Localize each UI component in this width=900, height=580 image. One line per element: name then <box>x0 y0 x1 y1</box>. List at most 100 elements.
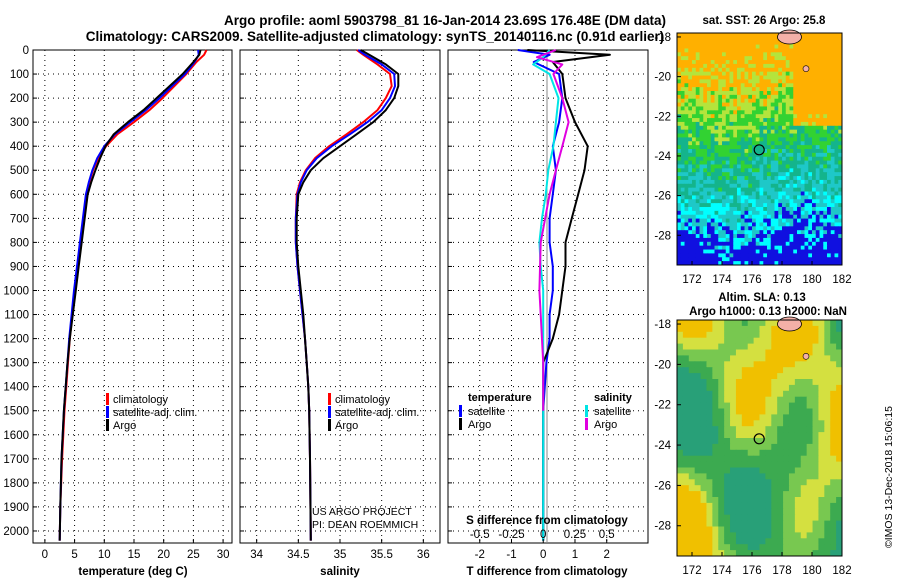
map-cell <box>724 402 731 409</box>
map-cell <box>752 44 757 49</box>
map-cell <box>789 218 794 223</box>
map-cell <box>819 98 824 104</box>
map-cell <box>735 361 743 368</box>
map-cell <box>789 261 794 266</box>
map-cell <box>695 102 700 107</box>
map-cell <box>740 183 745 189</box>
map-cell <box>688 443 696 451</box>
map-cell <box>800 538 808 545</box>
map-cell <box>774 149 779 154</box>
map-cell <box>725 110 730 115</box>
map-cell <box>783 520 790 527</box>
map-cell <box>680 183 685 189</box>
map-cell <box>748 160 753 165</box>
map-cell <box>793 261 798 266</box>
map-cell <box>819 179 824 185</box>
map-cell <box>744 141 749 146</box>
map-cell <box>688 230 693 235</box>
map-cell <box>706 526 713 533</box>
map-cell <box>730 426 737 433</box>
map-cell <box>815 253 820 258</box>
map-cell <box>753 491 760 498</box>
map-cell <box>815 261 820 266</box>
map-cell <box>834 187 839 193</box>
map-cell <box>778 94 783 100</box>
map-cell <box>778 125 783 131</box>
map-cell <box>804 133 809 138</box>
map-cell <box>797 145 802 150</box>
map-cell <box>740 257 745 262</box>
map-cell <box>694 520 702 527</box>
map-cell <box>823 125 828 131</box>
map-cell <box>806 331 814 339</box>
map-cell <box>804 199 809 204</box>
map-cell <box>777 491 784 498</box>
map-cell <box>830 373 837 380</box>
map-cell <box>707 75 712 80</box>
map-cell <box>737 234 742 239</box>
map-cell <box>752 52 757 57</box>
map-cell <box>812 91 817 96</box>
map-cell <box>759 179 764 185</box>
map-cell <box>712 426 719 433</box>
map-cell <box>785 214 790 220</box>
map-cell <box>725 36 730 42</box>
map-cell <box>800 237 805 243</box>
map-cell <box>724 379 731 386</box>
map-cell <box>755 71 760 77</box>
map-cell <box>695 75 700 80</box>
map-cell <box>785 172 790 177</box>
map-cell <box>699 60 704 65</box>
map-cell <box>827 121 832 127</box>
map-cell <box>753 473 760 480</box>
map-cell <box>737 33 742 38</box>
map-cell <box>718 408 725 415</box>
map-cell <box>692 106 697 111</box>
map-cell <box>778 261 783 266</box>
map-cell <box>838 249 843 254</box>
map-cell <box>797 63 802 69</box>
map-cell <box>695 245 700 251</box>
map-cell <box>729 261 734 266</box>
map-cell <box>812 491 819 498</box>
map-cell <box>695 110 700 115</box>
map-cell <box>733 199 738 204</box>
map-cell <box>677 83 682 88</box>
map-cell <box>827 102 832 107</box>
map-cell <box>712 538 719 545</box>
map-cell <box>700 432 707 439</box>
map-cell <box>827 145 832 150</box>
map-cell <box>759 402 766 409</box>
map-cell <box>733 191 738 196</box>
map-cell <box>830 145 835 150</box>
map-cell <box>800 361 808 368</box>
map-cell <box>737 121 742 127</box>
map-cell <box>692 176 697 181</box>
map-cell <box>710 187 715 193</box>
map-cell <box>688 133 693 138</box>
map-cell <box>823 207 828 212</box>
map-cell <box>682 390 690 398</box>
map-cell <box>827 141 832 146</box>
map-cell <box>782 133 787 138</box>
map-cell <box>741 467 749 474</box>
map-cell <box>806 402 814 409</box>
map-cell <box>718 195 723 200</box>
map-cell <box>707 245 712 251</box>
map-cell <box>823 210 828 216</box>
map-cell <box>767 79 772 84</box>
map-cell <box>777 508 784 516</box>
map-cell <box>710 257 715 262</box>
map-cell <box>808 114 813 119</box>
map-cell <box>724 455 731 463</box>
map-cell <box>793 125 798 131</box>
map-cell <box>680 145 685 150</box>
map-cell <box>782 145 787 150</box>
map-cell <box>725 60 730 65</box>
map-cell <box>733 230 738 235</box>
map-cell <box>804 87 809 92</box>
map-cell <box>788 467 796 474</box>
map-cell <box>827 44 832 49</box>
map-cell <box>800 91 805 96</box>
map-cell <box>688 67 693 73</box>
